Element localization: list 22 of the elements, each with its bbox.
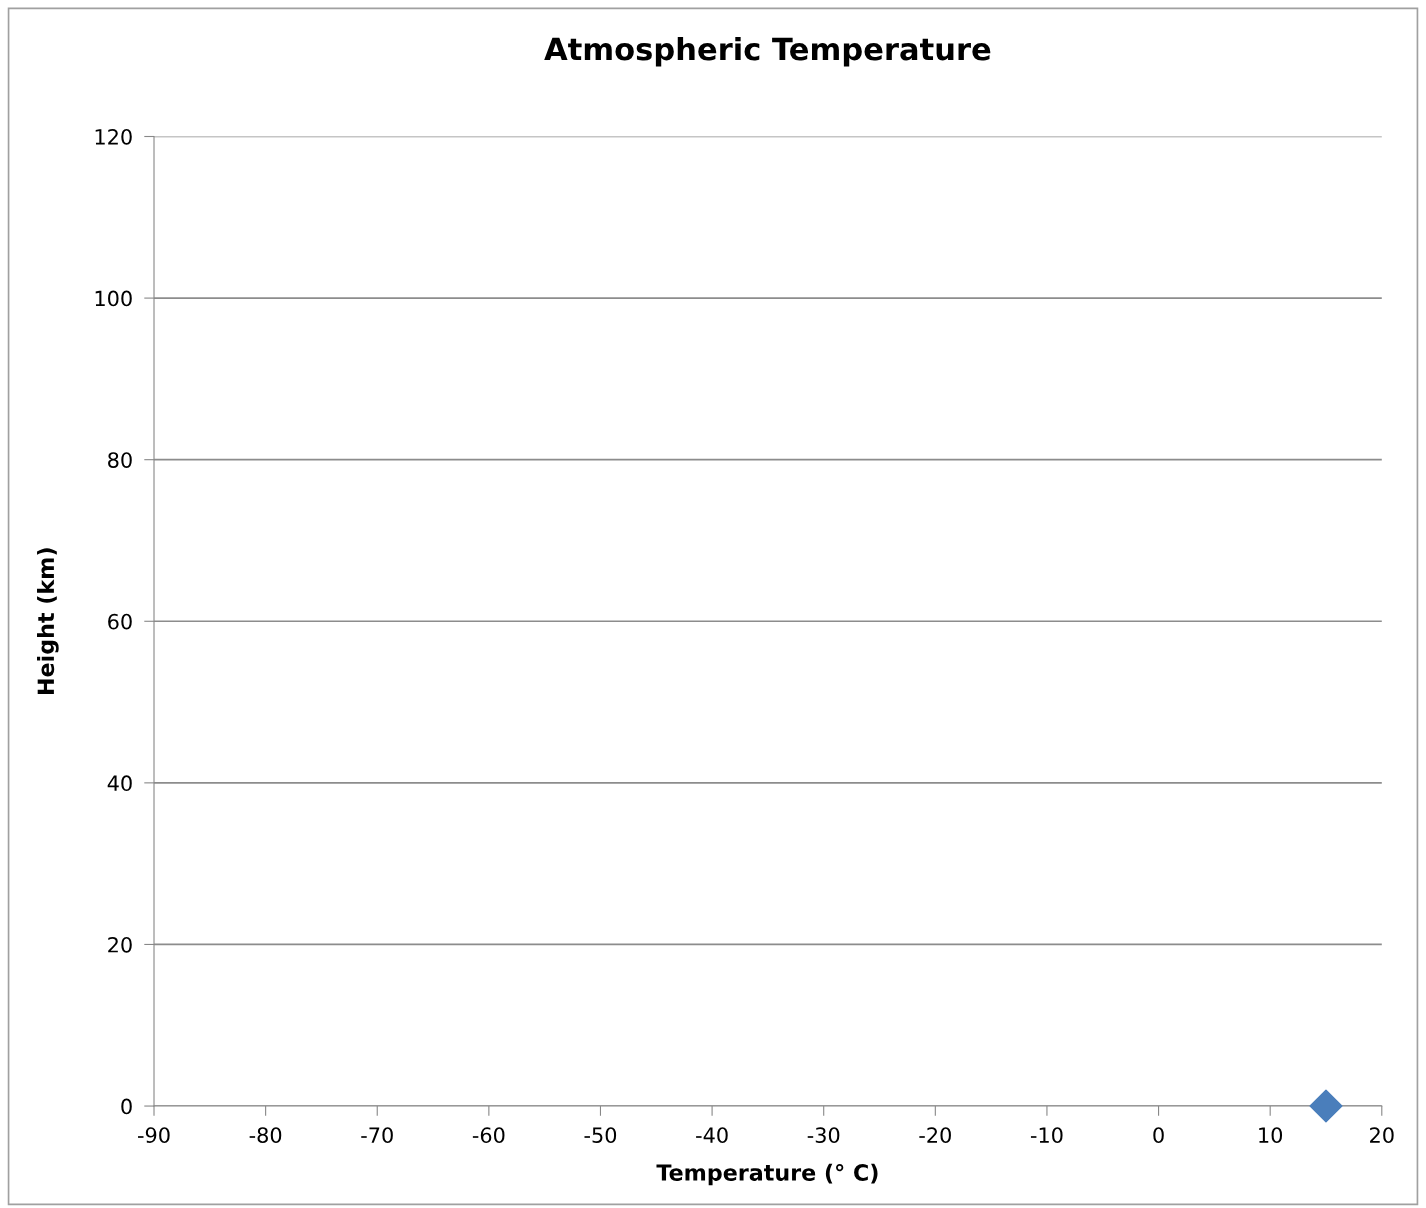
x-tick-label: -40 bbox=[696, 1127, 728, 1143]
x-tick-label: -60 bbox=[472, 1127, 505, 1143]
chart-title: Atmospheric Temperature bbox=[544, 36, 991, 67]
x-tick-label: 20 bbox=[1370, 1127, 1394, 1143]
x-tick-label: -50 bbox=[584, 1127, 617, 1143]
x-tick-label: 0 bbox=[1153, 1127, 1164, 1143]
x-tick-label: -20 bbox=[919, 1127, 951, 1143]
y-tick-label: 60 bbox=[108, 613, 132, 630]
x-tick-label: -10 bbox=[1030, 1127, 1063, 1143]
y-tick-label: 100 bbox=[95, 290, 132, 307]
x-tick-label: -90 bbox=[138, 1127, 170, 1143]
x-tick-label: -30 bbox=[807, 1127, 840, 1143]
y-tick-label: 20 bbox=[108, 936, 132, 953]
x-tick-label: -80 bbox=[249, 1127, 282, 1143]
y-tick-label: 40 bbox=[107, 775, 132, 792]
y-tick-label: 80 bbox=[108, 452, 132, 468]
y-tick-label: 120 bbox=[95, 128, 132, 145]
y-tick-label: 0 bbox=[121, 1098, 132, 1115]
x-axis-title: Temperature (° C) bbox=[656, 1163, 878, 1186]
x-tick-label: 10 bbox=[1259, 1127, 1283, 1143]
x-tick-label: -70 bbox=[361, 1127, 393, 1143]
y-axis-title: Height (km) bbox=[37, 548, 59, 695]
